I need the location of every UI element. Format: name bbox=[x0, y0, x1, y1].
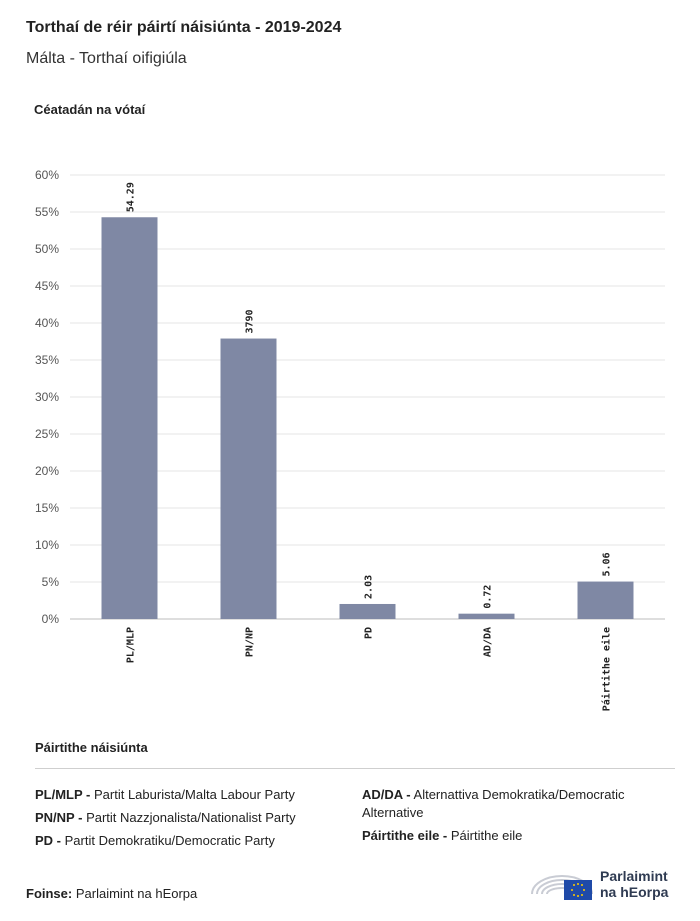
y-tick-label: 35% bbox=[35, 353, 59, 367]
legend-divider bbox=[35, 768, 675, 769]
legend-item: PD - Partit Demokratiku/Democratic Party bbox=[35, 832, 345, 850]
chart-title: Torthaí de réir páirtí náisiúnta - 2019-… bbox=[26, 19, 342, 36]
source-value: Parlaimint na hEorpa bbox=[75, 886, 198, 901]
y-tick-label: 30% bbox=[35, 390, 59, 404]
x-tick-label: PD bbox=[364, 627, 375, 639]
bar bbox=[458, 613, 515, 619]
hemicycle-flag-icon bbox=[531, 875, 593, 900]
legend-code: Páirtithe eile - bbox=[362, 828, 448, 843]
data-label: 3790 bbox=[245, 309, 256, 333]
bar bbox=[101, 217, 158, 619]
legend-item: AD/DA - Alternattiva Demokratika/Democra… bbox=[362, 786, 672, 822]
chart-subtitle: Málta - Torthaí oifigiúla bbox=[26, 50, 187, 67]
logo-line-1: Parlaimint bbox=[600, 868, 668, 884]
y-tick-label: 10% bbox=[35, 538, 59, 552]
legend-title: Páirtithe náisiúnta bbox=[35, 740, 148, 755]
legend-code: PL/MLP - bbox=[35, 787, 91, 802]
data-label: 0.72 bbox=[483, 585, 494, 609]
y-tick-label: 40% bbox=[35, 316, 59, 330]
bar bbox=[220, 338, 277, 619]
bar bbox=[577, 581, 634, 619]
logo-line-2: na hEorpa bbox=[600, 884, 669, 900]
legend-code: PN/NP - bbox=[35, 810, 83, 825]
legend-item: PL/MLP - Partit Laburista/Malta Labour P… bbox=[35, 786, 345, 804]
x-tick-label: Páirtithe eile bbox=[601, 627, 613, 711]
y-tick-label: 45% bbox=[35, 279, 59, 293]
parliament-logo: Parlaimint na hEorpa bbox=[528, 862, 688, 906]
data-label: 54.29 bbox=[126, 182, 137, 212]
y-tick-label: 55% bbox=[35, 205, 59, 219]
legend-party-name: Partit Laburista/Malta Labour Party bbox=[94, 787, 295, 802]
y-tick-label: 15% bbox=[35, 501, 59, 515]
legend-party-name: Alternattiva Demokratika/Democratic Alte… bbox=[362, 787, 625, 820]
x-tick-label: AD/DA bbox=[483, 627, 494, 657]
legend-code: PD - bbox=[35, 833, 61, 848]
x-tick-label: PL/MLP bbox=[126, 627, 137, 663]
y-tick-label: 0% bbox=[42, 612, 60, 626]
logo-text: Parlaimint na hEorpa bbox=[600, 868, 668, 900]
bar-chart: 0% 5% 10% 15% 20% 25% 30% 35% 40% 45% 50% 55% 60% 54.… bbox=[35, 168, 665, 711]
legend-item: Páirtithe eile - Páirtithe eile bbox=[362, 827, 672, 845]
legend-column-left: PL/MLP - Partit Laburista/Malta Labour P… bbox=[35, 786, 345, 855]
legend-party-name: Partit Nazzjonalista/Nationalist Party bbox=[86, 810, 296, 825]
y-tick-label: 60% bbox=[35, 168, 59, 182]
legend-item: PN/NP - Partit Nazzjonalista/Nationalist… bbox=[35, 809, 345, 827]
legend-party-name: Páirtithe eile bbox=[450, 828, 523, 843]
data-label: 5.06 bbox=[602, 552, 613, 576]
data-label: 2.03 bbox=[364, 575, 375, 599]
x-tick-label: PN/NP bbox=[245, 627, 256, 657]
y-tick-label: 5% bbox=[42, 575, 60, 589]
y-tick-label: 25% bbox=[35, 427, 59, 441]
bar bbox=[339, 603, 396, 619]
y-axis-label: Céatadán na vótaí bbox=[34, 102, 146, 117]
source-note: Foinse: Parlaimint na hEorpa bbox=[26, 886, 197, 901]
legend-column-right: AD/DA - Alternattiva Demokratika/Democra… bbox=[362, 786, 672, 850]
legend-party-name: Partit Demokratiku/Democratic Party bbox=[64, 833, 275, 848]
legend-code: AD/DA - bbox=[362, 787, 411, 802]
y-tick-label: 50% bbox=[35, 242, 59, 256]
source-label: Foinse: bbox=[26, 886, 73, 901]
y-tick-label: 20% bbox=[35, 464, 59, 478]
